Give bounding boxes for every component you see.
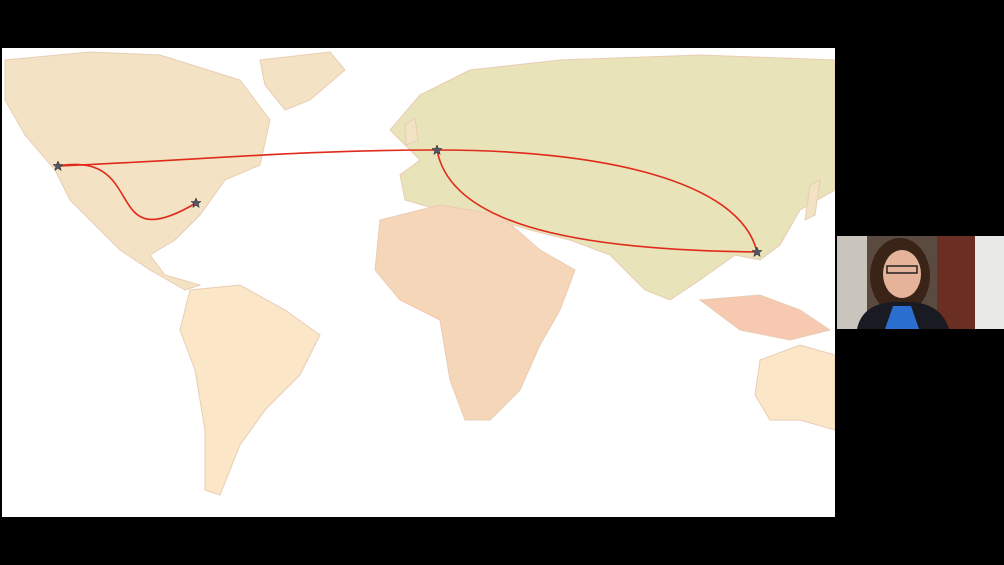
star-icon [431,144,443,156]
europe-asia [389,54,836,301]
japan [804,179,821,221]
north-america [4,51,271,291]
participant-video-tile[interactable] [837,236,1004,329]
britain [404,117,419,146]
world-map [4,51,836,496]
land [4,51,836,496]
route-west-to-europe [57,149,438,167]
shared-screen [2,48,836,517]
route-west-to-east-coast [57,163,197,221]
south-america [179,284,321,496]
webcam-video [837,236,1004,329]
route-asia-to-europe [436,149,758,253]
star-icon [52,160,64,172]
star-icon [751,246,763,258]
africa [374,204,576,421]
australia [754,344,836,431]
star-icon [190,197,202,209]
routes [57,149,758,253]
route-europe-to-asia [436,149,758,253]
greenland [259,51,346,111]
city-markers [52,144,763,258]
southeast-asia [698,294,832,341]
